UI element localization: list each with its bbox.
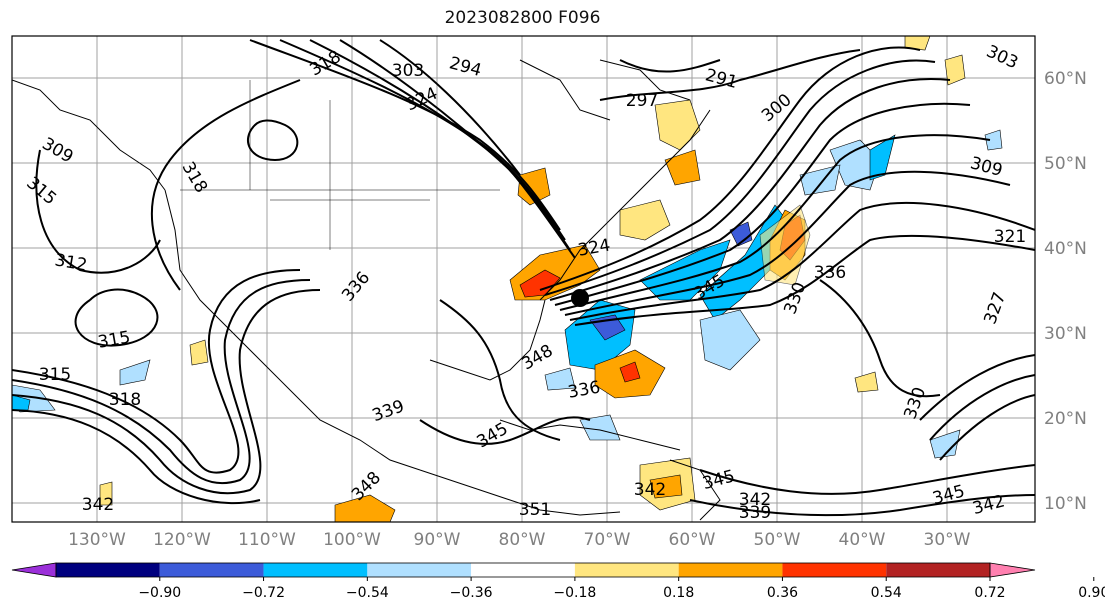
lat-label: 40°N <box>1044 239 1087 259</box>
contour-label: 321 <box>994 227 1026 247</box>
colorbar-bin <box>367 563 472 577</box>
colorbar-tick-label: −0.36 <box>450 585 493 601</box>
lon-label: 80°W <box>499 530 546 550</box>
contour-label: 318 <box>109 390 141 410</box>
contour-label: 339 <box>739 503 771 523</box>
colorbar-bin <box>782 563 887 577</box>
colorbar-bin <box>886 563 990 577</box>
colorbar-bin <box>471 563 575 577</box>
lon-label: 120°W <box>153 530 211 550</box>
colorbar-frame <box>55 562 991 578</box>
colorbar-bin <box>159 563 264 577</box>
lon-label: 60°W <box>669 530 716 550</box>
lon-label: 70°W <box>584 530 631 550</box>
contour-label: 342 <box>634 480 666 500</box>
lat-label: 20°N <box>1044 409 1087 429</box>
latitude-labels: 60°N 50°N 40°N 30°N 20°N 10°N <box>1044 69 1087 514</box>
coastlines <box>12 59 721 521</box>
lon-label: 50°W <box>754 530 801 550</box>
contour-label: 297 <box>626 91 658 111</box>
colorbar-tick-label: 0.72 <box>974 585 1005 601</box>
colorbar-extend-low <box>11 562 57 578</box>
colorbar <box>11 562 1036 578</box>
contour-label: 336 <box>814 263 846 283</box>
lon-label: 90°W <box>414 530 461 550</box>
lon-label: 110°W <box>238 530 296 550</box>
colorbar-bin <box>574 563 679 577</box>
colorbar-extend-high <box>989 562 1036 578</box>
colorbar-bin <box>678 563 783 577</box>
lon-label: 130°W <box>68 530 126 550</box>
colorbar-tick-label: −0.90 <box>138 585 181 601</box>
colorbar-tick-label: −0.54 <box>346 585 389 601</box>
lon-label: 40°W <box>839 530 886 550</box>
contour-label: 342 <box>739 490 771 510</box>
colorbar-tick-label: 0.90 <box>1078 585 1105 601</box>
storm-center-marker <box>571 289 589 307</box>
colorbar-tick-label: 0.18 <box>663 585 694 601</box>
contour-label: 315 <box>39 365 71 385</box>
colorbar-tick-label: −0.18 <box>553 585 596 601</box>
colorbar-tick-label: 0.36 <box>767 585 798 601</box>
colorbar-bin <box>56 563 160 577</box>
lat-label: 50°N <box>1044 154 1087 174</box>
contour-label: 303 <box>392 61 424 81</box>
lat-label: 60°N <box>1044 69 1087 89</box>
lon-label: 100°W <box>323 530 381 550</box>
longitude-labels: 130°W 120°W 110°W 100°W 90°W 80°W 70°W 6… <box>68 530 971 550</box>
colorbar-tick-label: 0.54 <box>871 585 902 601</box>
lon-label: 30°W <box>924 530 971 550</box>
contour-label: 342 <box>82 495 114 515</box>
contour-lines <box>12 39 1035 517</box>
lat-label: 10°N <box>1044 494 1087 514</box>
colorbar-tick-label: −0.72 <box>242 585 285 601</box>
map-frame <box>11 35 1036 523</box>
colorbar-bin <box>263 563 368 577</box>
contour-label: 351 <box>519 500 551 520</box>
colorbar-ticks: −0.90 −0.72 −0.54 −0.36 −0.18 0.18 0.36 0.54 0.7… <box>138 577 1105 601</box>
map-title: 2023082800 F096 <box>444 8 601 28</box>
lat-label: 30°N <box>1044 324 1087 344</box>
